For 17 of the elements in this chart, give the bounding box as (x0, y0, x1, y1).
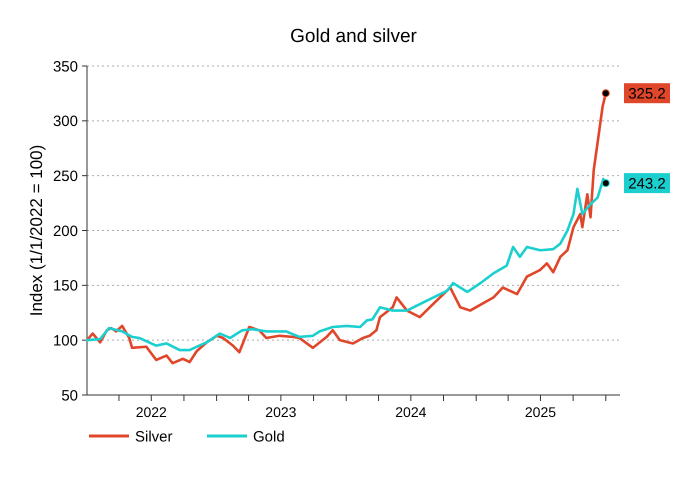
y-tick-label: 250 (52, 168, 78, 185)
x-tick-label: 2025 (524, 404, 556, 420)
legend-label: Gold (253, 428, 285, 446)
x-tick-label: 2022 (136, 404, 168, 420)
y-tick-label: 100 (52, 332, 78, 350)
y-tick-label: 50 (61, 387, 78, 404)
x-tick-label: 2023 (265, 404, 297, 420)
data-label: 325.2 (628, 85, 666, 102)
y-axis-title: Index (1/1/2022 = 100) (27, 144, 46, 316)
y-tick-label: 150 (52, 278, 78, 295)
y-tick-label: 200 (52, 222, 78, 240)
chart-title: Gold and silver (290, 26, 418, 47)
y-tick-label: 300 (52, 113, 78, 130)
x-tick-label: 2024 (395, 404, 427, 420)
y-tick-label: 350 (52, 58, 78, 76)
data-label: 243.2 (628, 175, 666, 192)
legend-label: Silver (135, 428, 173, 446)
